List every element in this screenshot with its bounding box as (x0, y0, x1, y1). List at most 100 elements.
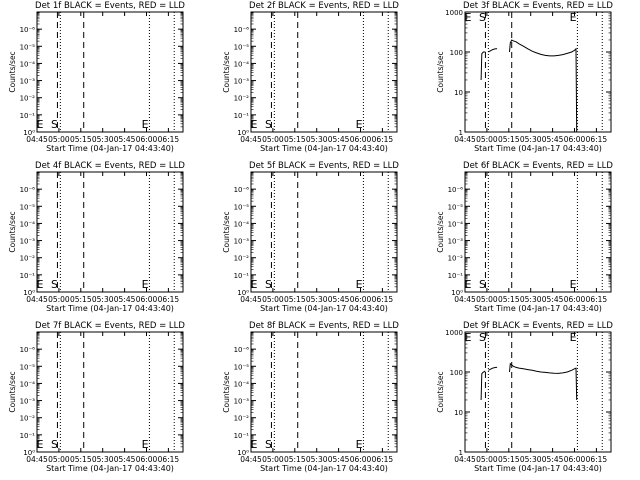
events-series-line (480, 51, 486, 81)
events-series-line (509, 39, 578, 133)
marker-e: E (464, 331, 471, 344)
x-tick-label: 05:15 (70, 455, 92, 464)
x-tick-label: 04:45 (454, 295, 476, 304)
marker-e: E (142, 278, 149, 291)
y-tick-label: 10⁻⁵ (234, 43, 250, 51)
y-tick-label: 10⁻¹ (20, 272, 36, 280)
plot-frame (464, 11, 612, 133)
y-tick-label: 10⁻⁵ (448, 203, 464, 211)
plot-frame (36, 11, 184, 133)
y-tick-label: 100 (450, 49, 463, 57)
y-axis-label: Counts/sec (436, 51, 445, 92)
y-tick-label: 10⁻⁶ (234, 186, 250, 194)
plot-frame (250, 171, 398, 293)
y-tick-label: 10 (454, 409, 463, 417)
y-tick-label: 10⁻² (20, 415, 36, 423)
marker-s: S (265, 438, 272, 451)
y-axis-label: Counts/sec (222, 371, 231, 412)
x-axis-label: Start Time (04-Jan-17 04:43:40) (46, 144, 174, 153)
x-tick-label: 04:45 (454, 455, 476, 464)
marker-s: S (265, 118, 272, 131)
y-tick-label: 10⁻³ (20, 78, 36, 86)
x-tick-label: 06:00 (136, 295, 158, 304)
panel-title: Det 1f BLACK = Events, RED = LLD (35, 1, 185, 11)
y-tick-label: 10⁻² (234, 255, 250, 263)
events-series-line (488, 48, 498, 53)
y-axis-label: Counts/sec (8, 211, 17, 252)
x-tick-label: 05:30 (306, 135, 328, 144)
x-tick-label: 05:30 (520, 455, 542, 464)
y-tick-label: 10⁻⁶ (448, 186, 464, 194)
marker-s: S (51, 118, 58, 131)
x-tick-label: 06:00 (564, 455, 586, 464)
plot-frame (464, 331, 612, 453)
x-axis-label: Start Time (04-Jan-17 04:43:40) (474, 144, 602, 153)
y-tick-label: 10⁻⁵ (20, 43, 36, 51)
y-tick-label: 1 (459, 129, 463, 137)
x-tick-label: 05:15 (284, 135, 306, 144)
y-tick-label: 10⁻² (20, 255, 36, 263)
y-tick-label: 10⁻⁴ (20, 380, 36, 388)
x-tick-label: 04:45 (454, 135, 476, 144)
y-tick-label: 10⁰ (23, 289, 35, 297)
marker-s: S (479, 331, 486, 344)
y-tick-label: 10⁰ (237, 289, 249, 297)
marker-e: E (570, 11, 577, 24)
panel-title: Det 7f BLACK = Events, RED = LLD (35, 321, 185, 331)
x-tick-label: 05:30 (306, 295, 328, 304)
y-tick-label: 100 (450, 369, 463, 377)
x-tick-label: 05:30 (520, 135, 542, 144)
x-axis-label: Start Time (04-Jan-17 04:43:40) (260, 144, 388, 153)
plot-frame (250, 11, 398, 133)
x-tick-label: 06:00 (350, 295, 372, 304)
y-tick-label: 10⁰ (23, 449, 35, 457)
marker-e: E (36, 118, 43, 131)
y-axis-label: Counts/sec (222, 211, 231, 252)
x-axis-label: Start Time (04-Jan-17 04:43:40) (474, 304, 602, 313)
events-series-line (480, 370, 486, 401)
x-tick-label: 06:15 (158, 455, 180, 464)
marker-e: E (36, 438, 43, 451)
x-tick-label: 05:45 (114, 135, 136, 144)
x-tick-label: 05:30 (92, 295, 114, 304)
y-tick-label: 10⁻⁵ (234, 203, 250, 211)
y-tick-label: 10⁻¹ (20, 112, 36, 120)
marker-s: S (265, 278, 272, 291)
x-tick-label: 05:15 (498, 135, 520, 144)
marker-e: E (356, 278, 363, 291)
marker-e: E (250, 278, 257, 291)
x-tick-label: 06:00 (136, 455, 158, 464)
x-tick-label: 06:15 (372, 295, 394, 304)
y-tick-label: 10⁻⁶ (234, 346, 250, 354)
y-tick-label: 10⁻⁴ (20, 60, 36, 68)
x-tick-label: 05:15 (498, 295, 520, 304)
x-tick-label: 06:15 (158, 135, 180, 144)
y-tick-label: 10⁻⁴ (234, 220, 250, 228)
panel-title: Det 3f BLACK = Events, RED = LLD (463, 1, 613, 11)
y-tick-label: 10⁻⁴ (448, 220, 464, 228)
y-tick-label: 1 (459, 449, 463, 457)
marker-e: E (570, 278, 577, 291)
x-tick-label: 05:00 (48, 455, 70, 464)
y-tick-label: 10⁻⁴ (20, 220, 36, 228)
marker-e: E (142, 118, 149, 131)
x-axis-label: Start Time (04-Jan-17 04:43:40) (474, 464, 602, 473)
panel-title: Det 2f BLACK = Events, RED = LLD (249, 1, 399, 11)
y-tick-label: 10⁻⁶ (20, 26, 36, 34)
y-tick-label: 10⁰ (451, 289, 463, 297)
x-tick-label: 06:15 (158, 295, 180, 304)
x-tick-label: 05:00 (48, 295, 70, 304)
x-tick-label: 05:15 (70, 295, 92, 304)
marker-e: E (356, 118, 363, 131)
x-tick-label: 05:45 (542, 295, 564, 304)
x-tick-label: 06:00 (564, 135, 586, 144)
x-tick-label: 05:00 (476, 135, 498, 144)
y-tick-label: 10⁻¹ (234, 432, 250, 440)
y-tick-label: 10⁰ (237, 449, 249, 457)
x-tick-label: 05:30 (92, 455, 114, 464)
x-tick-label: 05:15 (284, 455, 306, 464)
y-tick-label: 10⁻¹ (234, 272, 250, 280)
x-axis-label: Start Time (04-Jan-17 04:43:40) (260, 464, 388, 473)
x-tick-label: 05:00 (262, 295, 284, 304)
